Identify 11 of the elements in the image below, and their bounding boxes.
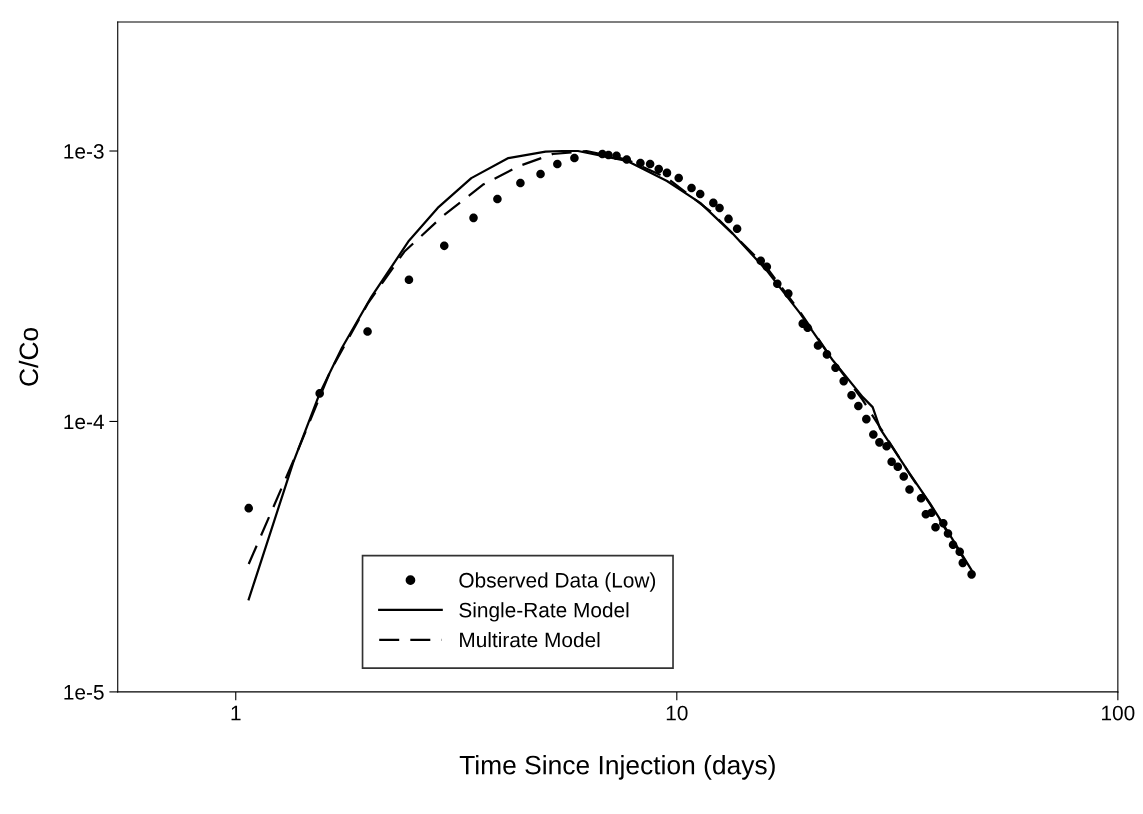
legend-label: Single-Rate Model [459, 602, 629, 622]
y-tick-label: 1e-4 [64, 414, 104, 430]
x-tick-label: 100 [1102, 705, 1135, 721]
legend-label: Multirate Model [460, 632, 600, 648]
x-tick-label: 10 [666, 705, 688, 721]
y-axis-title: C/Co [18, 327, 39, 386]
x-axis-title: Time Since Injection (days) [459, 755, 775, 780]
x-tick-label: 1 [231, 705, 241, 721]
y-tick-label: 1e-5 [64, 685, 104, 700]
y-tick-label: 1e-3 [64, 144, 104, 159]
legend-label: Observed Data (Low) [459, 572, 656, 592]
